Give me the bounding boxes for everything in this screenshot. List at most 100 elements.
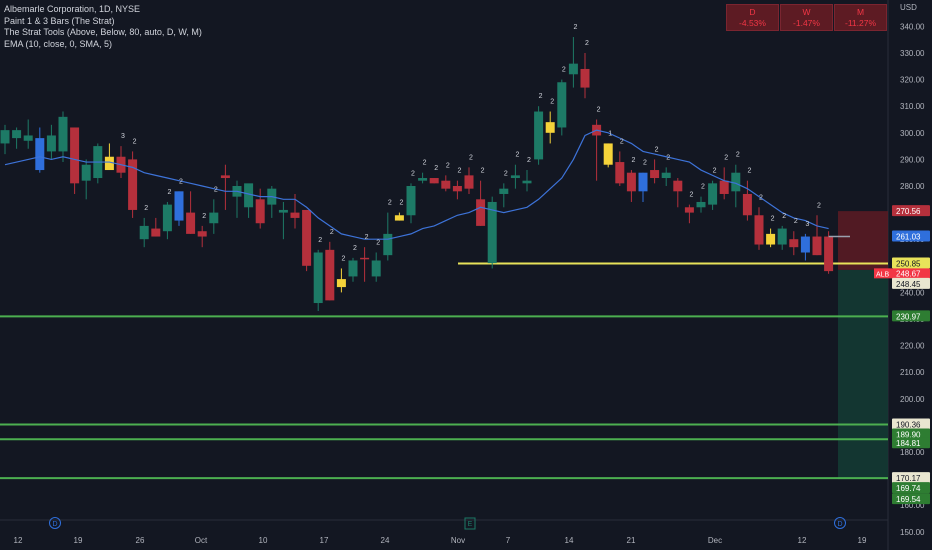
candle: [81, 159, 91, 200]
candle-body: [696, 201, 706, 208]
strat-label: 2: [318, 237, 322, 244]
candle: [232, 180, 242, 218]
x-tick-label: Dec: [708, 536, 722, 545]
strat-label: 2: [376, 240, 380, 247]
strat-label: 2: [504, 170, 508, 177]
candle-body: [766, 233, 776, 245]
candle: [104, 143, 114, 171]
candle: [267, 186, 277, 218]
price-tag-text: 169.74: [896, 484, 921, 493]
strat-label: 2: [643, 160, 647, 167]
candle: [35, 127, 45, 173]
candle: [418, 172, 428, 184]
price-tag-bg: [892, 428, 930, 440]
y-tick-label: 180.00: [900, 448, 925, 457]
marker-frame: [49, 517, 61, 529]
candle-body: [70, 127, 80, 184]
candle: [638, 172, 648, 202]
timeframe-monthly-change: M -11.27%: [834, 4, 887, 31]
strat-label: 2: [620, 138, 624, 145]
strat-label: 2: [562, 67, 566, 74]
candle: [557, 79, 567, 136]
risk-zone: [838, 211, 888, 270]
candle: [742, 180, 752, 221]
timeframe-value: -11.27%: [844, 18, 877, 28]
candle-body: [789, 239, 799, 248]
marker-letter: D: [837, 521, 842, 528]
candle: [684, 204, 694, 224]
x-tick-label: 24: [381, 536, 390, 545]
candle-body: [418, 178, 428, 181]
y-tick-label: 240.00: [900, 288, 925, 297]
price-tag-text: 230.97: [896, 312, 921, 321]
chart-legend: Albemarle Corporation, 1D, NYSE Paint 1 …: [4, 4, 202, 50]
target-price-tag: 169.74: [892, 482, 930, 494]
candle: [162, 201, 172, 240]
candle: [441, 175, 451, 192]
candle-body: [186, 212, 196, 234]
symbol-title[interactable]: Albemarle Corporation, 1D, NYSE: [4, 4, 141, 14]
candle-body: [441, 180, 451, 189]
candle-body: [557, 82, 567, 128]
marker-frame: [464, 517, 476, 530]
strat-label: 2: [713, 168, 717, 175]
candle: [510, 164, 520, 189]
x-tick-label: 19: [858, 536, 867, 545]
candle: [499, 183, 509, 208]
candle: [476, 180, 486, 226]
y-tick-label: 320.00: [900, 76, 925, 85]
timeframe-value: -1.47%: [793, 18, 820, 28]
strat-label: 2: [539, 93, 543, 100]
indicator-paint-bars[interactable]: Paint 1 & 3 Bars (The Strat): [4, 15, 115, 26]
candle: [696, 196, 706, 213]
candle: [800, 233, 810, 261]
ticker-tag-text: ALB: [876, 271, 890, 278]
candle: [151, 217, 161, 237]
indicator-strat-tools[interactable]: The Strat Tools (Above, Below, 80, auto,…: [4, 27, 202, 37]
strat-label: 2: [631, 157, 635, 164]
price-tag-text: 261.03: [896, 232, 921, 241]
strat-label: 2: [736, 152, 740, 159]
candle: [754, 207, 764, 250]
candle-body: [313, 252, 323, 304]
candle-body: [383, 233, 393, 256]
price-tag-bg: [892, 205, 930, 217]
candle: [371, 252, 381, 282]
candle: [534, 106, 544, 165]
candle-body: [58, 116, 68, 152]
price-tag-bg: [892, 437, 930, 449]
strat-label: 2: [144, 205, 148, 212]
candle-body: [23, 135, 33, 141]
candle: [603, 143, 613, 168]
candle-body: [348, 260, 358, 277]
price-tag-bg: [892, 493, 930, 505]
x-tick-label: Oct: [195, 536, 208, 545]
indicator-ema[interactable]: EMA (10, close, 0, SMA, 5): [4, 38, 113, 49]
candle-body: [394, 215, 404, 221]
level-price-tag: 169.54: [892, 493, 930, 505]
candle-body: [580, 68, 590, 88]
candle: [592, 119, 602, 181]
candle-body: [824, 236, 834, 272]
x-tick-label: Nov: [451, 536, 465, 545]
entry-price-tag: 248.45: [892, 277, 930, 289]
ema-price-tag: 261.03: [892, 230, 930, 242]
timeframe-label: W: [802, 7, 811, 17]
marker-letter: D: [52, 521, 57, 528]
candle: [487, 196, 497, 269]
candle-body: [812, 236, 822, 256]
candle: [545, 111, 555, 144]
candle: [708, 180, 718, 210]
price-tag-text: 169.54: [896, 495, 921, 504]
candle-body: [139, 225, 149, 240]
y-tick-label: 210.00: [900, 368, 925, 377]
candle: [128, 151, 138, 218]
y-tick-label: 280.00: [900, 182, 925, 191]
currency-label: USD: [900, 3, 917, 12]
candle-body: [510, 175, 520, 179]
y-tick-label: 300.00: [900, 129, 925, 138]
strat-label: 2: [666, 154, 670, 161]
timeframe-value: -4.53%: [739, 18, 766, 28]
strat-label: 2: [411, 170, 415, 177]
